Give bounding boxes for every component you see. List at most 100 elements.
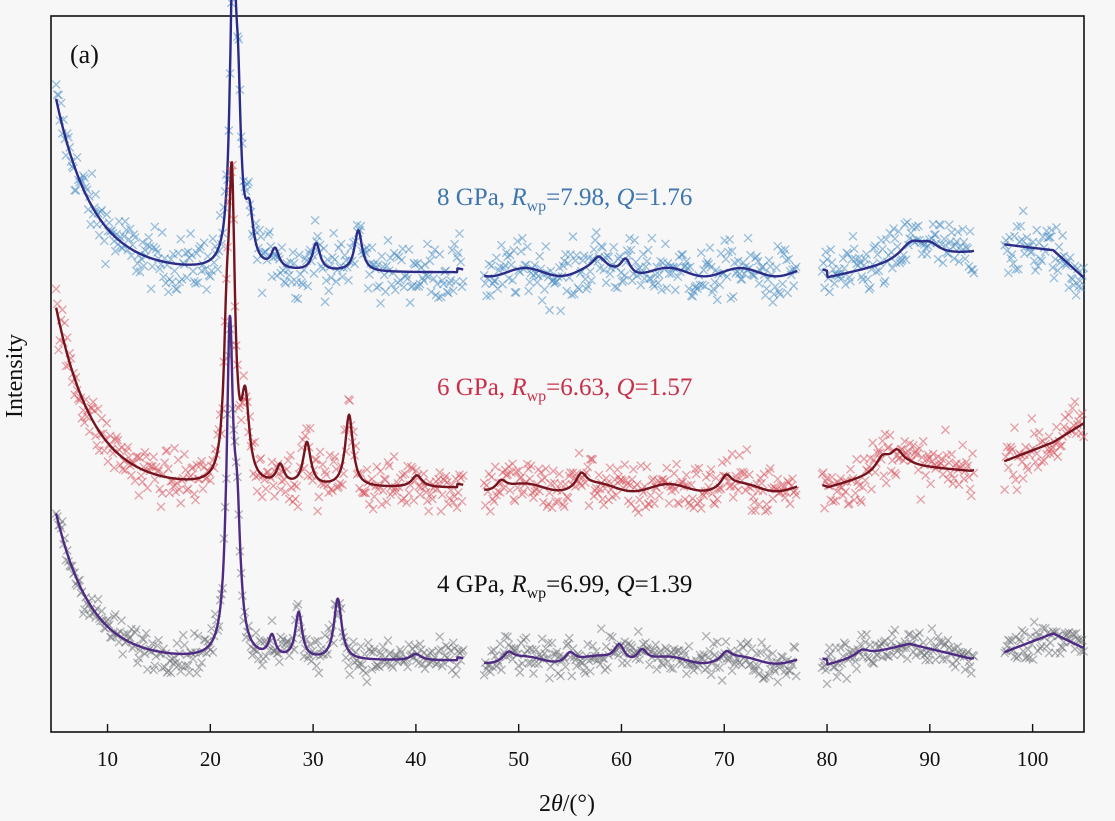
- observed-point: [397, 648, 406, 658]
- observed-point: [337, 272, 347, 282]
- observed-point: [1012, 485, 1022, 495]
- x-axis-title-prefix: 2: [539, 791, 551, 817]
- observed-point: [84, 427, 94, 437]
- observed-point: [276, 485, 286, 495]
- observed-point: [757, 637, 767, 647]
- observed-point: [556, 671, 566, 681]
- observed-point: [118, 464, 128, 474]
- observed-point: [965, 484, 975, 494]
- observed-point: [1077, 409, 1087, 419]
- observed-point: [377, 251, 387, 261]
- observed-point: [945, 468, 955, 478]
- observed-point: [442, 477, 452, 487]
- observed-point: [743, 233, 753, 243]
- observed-point: [525, 277, 535, 287]
- observed-point: [290, 494, 300, 504]
- observed-point: [154, 635, 163, 645]
- observed-point: [198, 484, 208, 494]
- observed-point: [881, 234, 891, 244]
- observed-point: [522, 242, 532, 252]
- observed-point: [916, 495, 926, 505]
- observed-point: [963, 461, 973, 471]
- observed-point: [841, 487, 850, 497]
- observed-point: [326, 273, 336, 283]
- observed-point: [890, 234, 900, 244]
- observed-point: [620, 270, 630, 280]
- observed-point: [725, 234, 735, 244]
- observed-point: [727, 666, 737, 676]
- observed-point: [958, 440, 968, 450]
- observed-point: [1008, 470, 1018, 480]
- observed-point: [181, 661, 191, 670]
- observed-point: [458, 471, 468, 481]
- observed-point: [149, 452, 159, 462]
- observed-point: [966, 491, 976, 501]
- observed-point: [194, 662, 204, 672]
- observed-point: [1023, 465, 1033, 475]
- observed-point: [267, 616, 277, 626]
- observed-point: [345, 670, 355, 679]
- observed-point: [1070, 397, 1080, 407]
- observed-point: [373, 260, 383, 270]
- observed-point: [88, 397, 98, 407]
- observed-point: [176, 234, 186, 244]
- observed-point: [567, 671, 577, 681]
- observed-point: [903, 447, 913, 457]
- observed-point: [313, 231, 323, 241]
- observed-point: [869, 658, 879, 668]
- observed-point: [742, 445, 752, 455]
- observed-point: [508, 275, 517, 285]
- observed-point: [427, 494, 437, 504]
- observed-point: [825, 287, 834, 297]
- observed-point: [138, 477, 147, 487]
- observed-point: [93, 594, 103, 604]
- observed-point: [641, 638, 651, 648]
- observed-point: [781, 255, 791, 265]
- observed-point: [866, 484, 876, 494]
- observed-point: [1006, 442, 1016, 452]
- observed-point: [625, 233, 635, 243]
- observed-point: [1022, 652, 1032, 662]
- observed-point: [139, 261, 149, 271]
- observed-point: [926, 479, 936, 489]
- x-tick-label: 80: [817, 747, 838, 771]
- observed-point: [1023, 645, 1033, 654]
- observed-point: [160, 458, 170, 468]
- observed-point: [706, 262, 716, 272]
- observed-point: [772, 263, 781, 273]
- observed-point: [1069, 280, 1079, 290]
- observed-point: [684, 641, 694, 651]
- observed-point: [1051, 422, 1061, 432]
- observed-point: [871, 267, 881, 277]
- observed-point: [584, 501, 594, 511]
- observed-point: [239, 371, 249, 381]
- observed-point: [580, 668, 590, 678]
- observed-point: [721, 254, 731, 264]
- observed-point: [891, 258, 901, 268]
- observed-point: [57, 305, 67, 315]
- observed-point: [889, 224, 899, 234]
- observed-point: [879, 278, 889, 288]
- observed-point: [755, 648, 765, 658]
- observed-point: [340, 250, 350, 260]
- observed-point: [499, 263, 509, 273]
- observed-point: [1010, 423, 1019, 433]
- observed-point: [594, 470, 604, 480]
- observed-point: [178, 630, 188, 640]
- observed-point: [236, 415, 246, 425]
- x-tick-label: 70: [714, 747, 735, 771]
- observed-point: [610, 282, 620, 292]
- observed-point: [957, 459, 966, 469]
- observed-point: [361, 668, 371, 678]
- observed-point: [545, 305, 554, 315]
- x-axis-title-unit: /(°): [563, 791, 595, 817]
- observed-point: [213, 264, 223, 274]
- observed-point: [918, 436, 928, 446]
- observed-point: [1079, 432, 1089, 442]
- observed-point: [625, 480, 635, 490]
- observed-point: [181, 465, 191, 475]
- observed-point: [1034, 427, 1044, 437]
- ann-r: R: [510, 184, 526, 211]
- observed-point: [422, 239, 432, 249]
- observed-point: [863, 274, 873, 284]
